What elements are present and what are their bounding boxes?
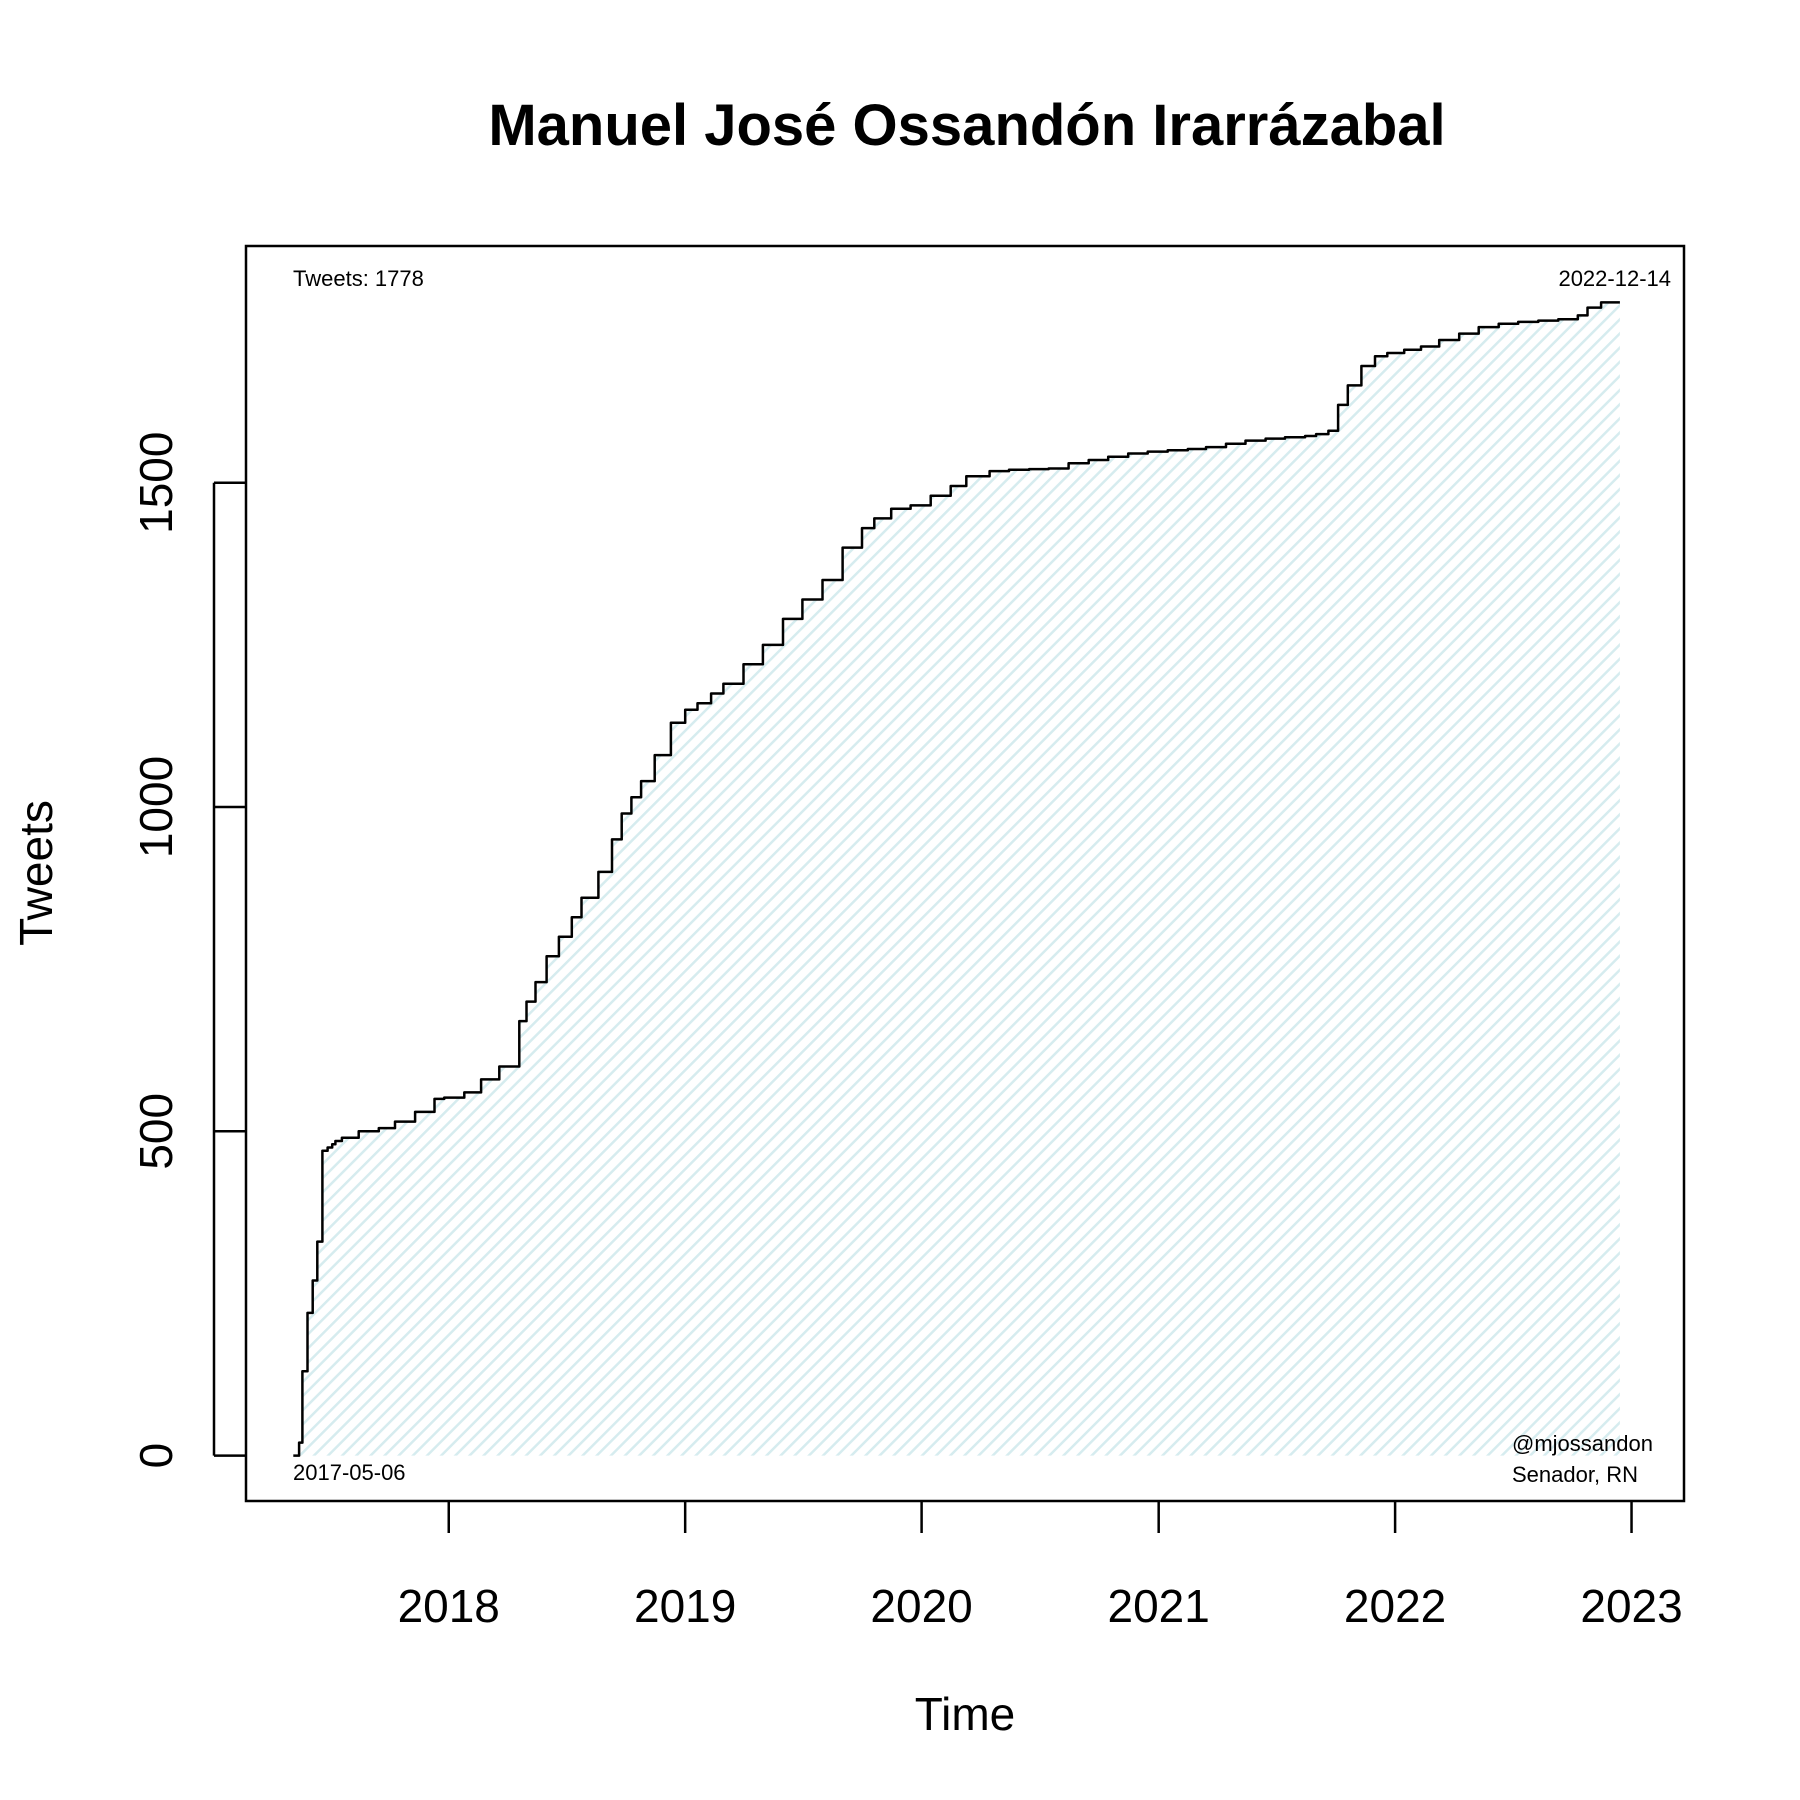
y-axis: 0 500 1000 1500	[130, 432, 246, 1469]
x-axis: 2018 2019 2020 2021 2022 2023	[398, 1501, 1683, 1632]
x-tick-label: 2022	[1344, 1580, 1446, 1632]
start-date-note: 2017-05-06	[293, 1460, 406, 1485]
y-tick-label: 1000	[130, 756, 182, 858]
total-tweets-note: Tweets: 1778	[293, 266, 424, 291]
plot-layer	[293, 301, 1620, 1457]
series-area	[293, 302, 1620, 1456]
y-tick-label: 500	[130, 1093, 182, 1170]
affiliation-note: Senador, RN	[1512, 1462, 1638, 1487]
x-tick-label: 2019	[634, 1580, 736, 1632]
x-tick-label: 2020	[870, 1580, 972, 1632]
end-date-note: 2022-12-14	[1558, 266, 1671, 291]
x-tick-label: 2018	[398, 1580, 500, 1632]
series-line	[293, 301, 1620, 1457]
x-axis-title: Time	[915, 1688, 1016, 1740]
y-tick-label: 0	[130, 1443, 182, 1469]
chart-title: Manuel José Ossandón Irarrázabal	[488, 93, 1445, 158]
plot-frame	[244, 244, 1686, 1503]
y-tick-label: 1500	[130, 432, 182, 534]
x-tick-label: 2021	[1108, 1580, 1210, 1632]
y-axis-title: Tweets	[10, 800, 62, 946]
handle-note: @mjossandon	[1512, 1431, 1653, 1456]
x-tick-label: 2023	[1580, 1580, 1682, 1632]
